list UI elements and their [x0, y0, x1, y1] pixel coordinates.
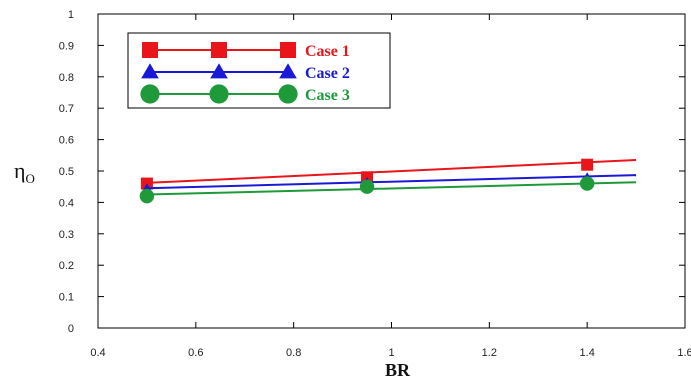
y-axis-label-subscript: O	[26, 171, 35, 186]
y-axis-label-symbol: η	[14, 158, 26, 183]
data-point-square	[280, 42, 296, 58]
data-point-square	[142, 42, 158, 58]
y-tick-label: 0.5	[59, 166, 74, 178]
legend-entry: Case 1	[142, 42, 350, 60]
data-point-triangle	[141, 63, 159, 79]
y-tick-label: 0.4	[59, 197, 74, 209]
x-tick-label: 1.2	[482, 347, 497, 359]
x-tick-label: 0.4	[90, 347, 105, 359]
x-tick-label: 0.6	[188, 347, 203, 359]
series-3	[139, 176, 637, 204]
y-axis-ticks: 0 0.1 0.2 0.3 0.4 0.5 0.6 0.7 0.8 0.9 1	[59, 9, 685, 335]
legend-entry: Case 3	[140, 84, 350, 104]
data-point-square	[211, 42, 227, 58]
y-tick-label: 0.9	[59, 40, 74, 52]
x-tick-label: 0.8	[286, 347, 301, 359]
x-axis-ticks: 0.4 0.6 0.8 1 1.2 1.4 1.6	[90, 14, 691, 359]
legend-label: Case 1	[305, 43, 350, 60]
legend: Case 1 Case 2 Case 3	[127, 32, 391, 109]
legend-entry: Case 2	[141, 63, 350, 82]
series-line	[146, 181, 637, 196]
x-axis-label: BR	[385, 360, 411, 380]
data-point-triangle	[279, 63, 297, 79]
data-point-circle	[139, 188, 155, 204]
series-line	[146, 159, 637, 184]
data-point-circle	[140, 84, 160, 104]
data-point-circle	[209, 84, 229, 104]
data-point-square	[581, 158, 594, 171]
legend-box	[127, 32, 391, 109]
y-axis-label: ηO	[14, 158, 35, 186]
data-point-triangle	[210, 63, 228, 79]
y-tick-label: 1	[68, 9, 74, 21]
y-tick-label: 0.6	[59, 135, 74, 147]
y-tick-label: 0.1	[59, 292, 74, 304]
y-tick-label: 0.8	[59, 72, 74, 84]
data-point-circle	[278, 84, 298, 104]
series-layer	[139, 158, 637, 204]
y-tick-label: 0.2	[59, 260, 74, 272]
x-tick-label: 1.6	[677, 347, 691, 359]
x-tick-label: 1	[388, 347, 394, 359]
legend-label: Case 2	[305, 65, 350, 82]
y-tick-label: 0	[68, 323, 74, 335]
legend-label: Case 3	[305, 87, 350, 104]
series-line	[146, 174, 637, 190]
y-tick-label: 0.7	[59, 103, 74, 115]
data-point-circle	[359, 179, 375, 194]
x-tick-label: 1.4	[580, 347, 595, 359]
y-tick-label: 0.3	[59, 229, 74, 241]
data-point-circle	[579, 176, 595, 191]
